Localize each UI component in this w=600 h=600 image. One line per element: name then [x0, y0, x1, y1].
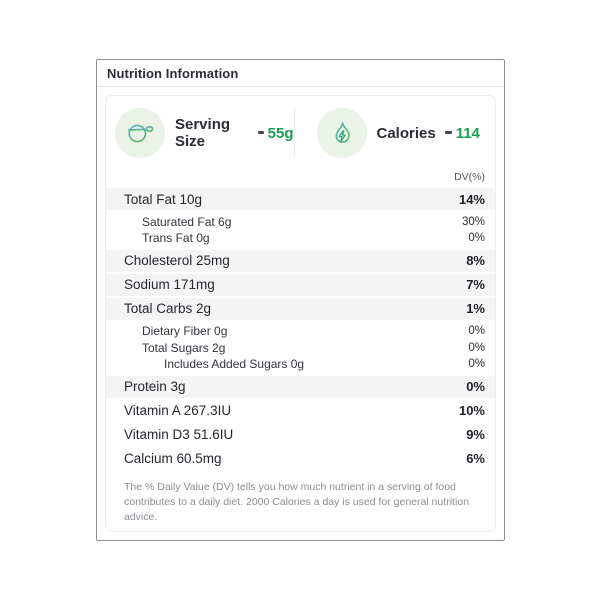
nutrition-panel: Serving Size 55g: [105, 95, 496, 532]
nutrient-label: Calcium 60.5mg: [124, 451, 222, 466]
nutrient-label: Includes Added Sugars 0g: [164, 357, 305, 371]
nutrient-label: Vitamin D3 51.6IU: [124, 427, 234, 442]
serving-size-label: Serving Size: [175, 116, 231, 150]
nutrient-label: Trans Fat 0g: [142, 231, 210, 245]
serving-size-value: 55g: [267, 124, 294, 142]
nutrient-dv: 10%: [458, 403, 485, 418]
nutrient-dv: 30%: [461, 215, 485, 228]
nutrient-row-total-sugars: Total Sugars 2g 0%: [106, 340, 495, 355]
nutrient-label: Total Sugars 2g: [142, 340, 226, 355]
nutrient-dv: 0%: [466, 379, 485, 394]
nutrient-dv: 14%: [458, 191, 485, 207]
calories-value: 114: [455, 124, 480, 142]
nutrient-label: Total Fat 10g: [124, 191, 203, 207]
nutrient-dv: 6%: [466, 451, 485, 466]
summary-strip: Serving Size 55g: [106, 98, 495, 168]
nutrient-label: Vitamin A 267.3IU: [124, 403, 232, 418]
nutrition-card: Nutrition Information: [96, 59, 505, 541]
nutrient-dv: 0%: [468, 325, 485, 337]
nutrient-dv: 1%: [466, 301, 485, 316]
nutrient-dv: 9%: [466, 427, 485, 442]
nutrient-label: Dietary Fiber 0g: [142, 324, 228, 338]
nutrient-row-added-sugars: Includes Added Sugars 0g 0%: [106, 357, 495, 372]
nutrient-dv: 0%: [468, 341, 485, 354]
nutrient-row-cholesterol: Cholesterol 25mg 8%: [106, 249, 495, 272]
calories-label: Calories: [376, 124, 436, 142]
summary-divider: [293, 109, 295, 157]
nutrient-label: Protein 3g: [124, 379, 186, 394]
nutrient-dv: 7%: [466, 277, 485, 292]
serving-size-item: Serving Size 55g: [106, 108, 294, 158]
nutrient-row-vitamin-d3: Vitamin D3 51.6IU 9%: [106, 423, 495, 446]
nutrient-row-sodium: Sodium 171mg 7%: [106, 273, 495, 296]
pan-icon: [115, 108, 165, 158]
nutrient-row-saturated-fat: Saturated Fat 6g 30%: [106, 214, 495, 229]
nutrient-dv: 8%: [466, 253, 485, 268]
nutrient-label: Total Carbs 2g: [124, 301, 212, 316]
calories-item: Calories 114: [295, 108, 496, 158]
nutrient-row-calcium: Calcium 60.5mg 6%: [106, 447, 495, 470]
nutrient-row-dietary-fiber: Dietary Fiber 0g 0%: [106, 324, 495, 339]
nutrient-row-vitamin-a: Vitamin A 267.3IU 10%: [106, 399, 495, 422]
dv-column-header: DV(%): [454, 171, 485, 183]
nutrient-label: Saturated Fat 6g: [142, 214, 232, 229]
card-header: Nutrition Information: [97, 60, 504, 87]
nutrient-row-trans-fat: Trans Fat 0g 0%: [106, 231, 495, 246]
equals-dash: [444, 130, 452, 134]
nutrient-dv: 0%: [468, 232, 485, 244]
card-title: Nutrition Information: [107, 66, 239, 81]
nutrient-table: Total Fat 10g 14% Saturated Fat 6g 30% T…: [106, 188, 495, 470]
nutrient-label: Sodium 171mg: [124, 277, 215, 292]
nutrient-row-protein: Protein 3g 0%: [106, 375, 495, 398]
flame-icon: [316, 108, 367, 158]
nutrient-row-total-fat: Total Fat 10g 14%: [106, 188, 495, 210]
nutrient-label: Cholesterol 25mg: [124, 253, 230, 268]
nutrient-row-total-carbs: Total Carbs 2g 1%: [106, 297, 495, 320]
daily-value-footnote: The % Daily Value (DV) tells you how muc…: [124, 480, 469, 523]
nutrient-dv: 0%: [468, 358, 485, 370]
equals-dash: [257, 130, 264, 134]
